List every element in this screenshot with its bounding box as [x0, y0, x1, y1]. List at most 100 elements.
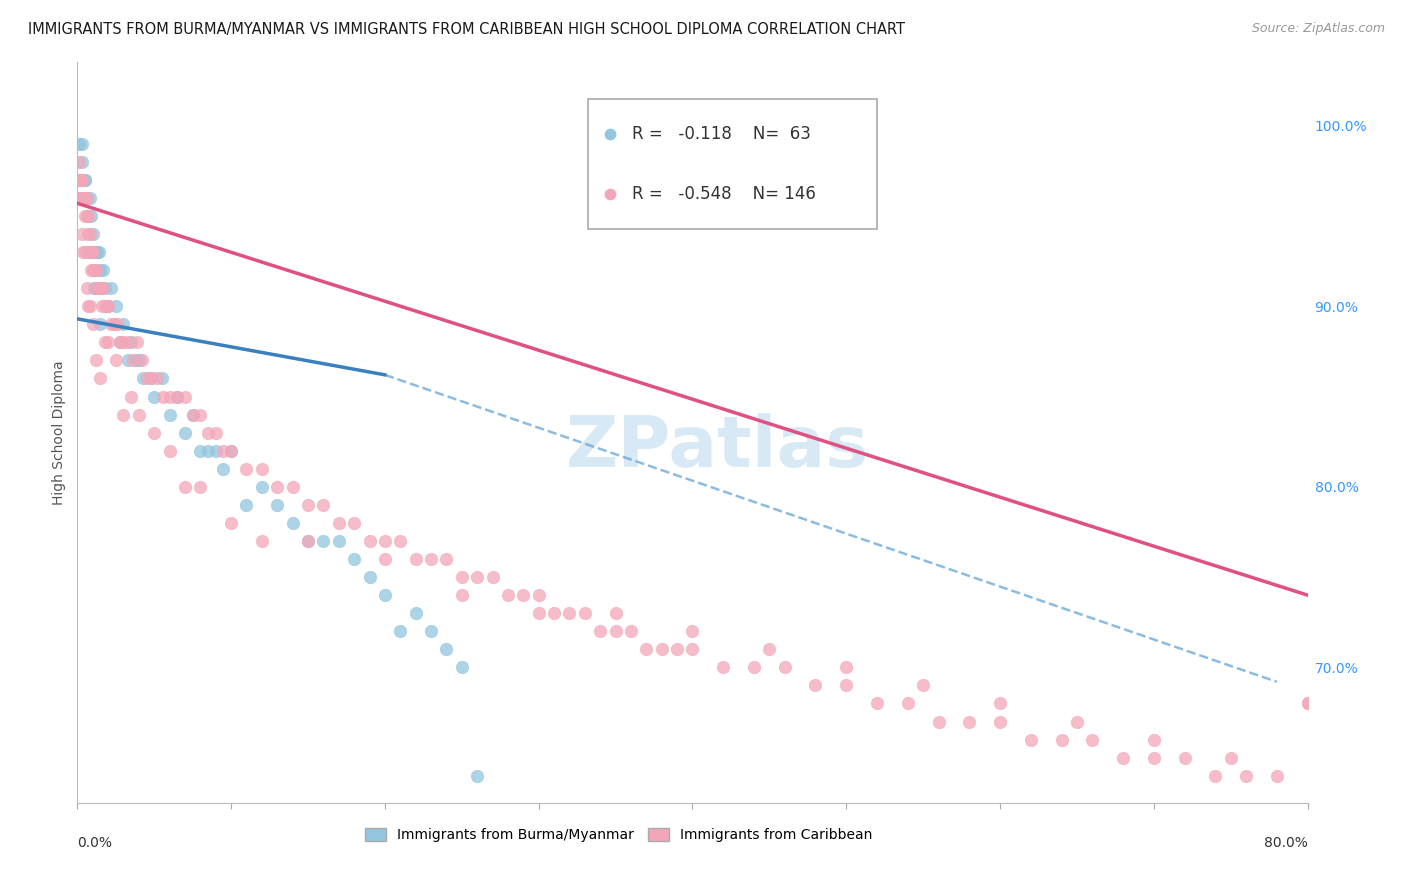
- Point: [73, 191, 96, 205]
- Text: Source: ZipAtlas.com: Source: ZipAtlas.com: [1251, 22, 1385, 36]
- Point: [219, 516, 242, 530]
- Point: [835, 660, 858, 674]
- Point: [121, 353, 143, 368]
- Point: [86, 281, 108, 295]
- Point: [166, 390, 188, 404]
- Point: [79, 299, 101, 313]
- Point: [204, 425, 226, 440]
- Point: [70, 136, 93, 151]
- Point: [1296, 697, 1319, 711]
- Point: [374, 533, 396, 548]
- Point: [1389, 714, 1406, 729]
- Point: [297, 533, 319, 548]
- Point: [141, 371, 163, 385]
- Point: [450, 570, 472, 584]
- Point: [988, 714, 1011, 729]
- Point: [711, 660, 734, 674]
- Point: [166, 390, 188, 404]
- Point: [897, 697, 920, 711]
- Point: [112, 408, 135, 422]
- Point: [73, 209, 96, 223]
- Point: [589, 624, 612, 639]
- Point: [94, 335, 117, 350]
- Point: [89, 281, 111, 295]
- Point: [72, 191, 94, 205]
- Point: [70, 227, 93, 241]
- Legend: Immigrants from Burma/Myanmar, Immigrants from Caribbean: Immigrants from Burma/Myanmar, Immigrant…: [360, 822, 877, 847]
- Point: [733, 440, 755, 454]
- Point: [105, 318, 128, 332]
- Point: [804, 678, 827, 692]
- Point: [87, 281, 110, 295]
- Point: [250, 480, 273, 494]
- Point: [250, 461, 273, 475]
- Point: [80, 245, 103, 260]
- Point: [82, 227, 104, 241]
- Point: [143, 425, 166, 440]
- Point: [159, 408, 181, 422]
- Point: [1343, 714, 1365, 729]
- Point: [465, 769, 488, 783]
- Point: [527, 588, 550, 602]
- Point: [86, 245, 108, 260]
- Point: [67, 173, 90, 187]
- Point: [605, 624, 627, 639]
- Point: [67, 136, 90, 151]
- Point: [112, 318, 135, 332]
- Point: [405, 552, 427, 566]
- Point: [70, 173, 93, 187]
- Point: [1143, 732, 1166, 747]
- Point: [97, 299, 120, 313]
- Point: [77, 209, 100, 223]
- Point: [76, 281, 98, 295]
- Point: [69, 191, 91, 205]
- Point: [120, 390, 142, 404]
- Point: [450, 588, 472, 602]
- Point: [120, 335, 142, 350]
- Point: [100, 318, 122, 332]
- Text: R =   -0.118    N=  63: R = -0.118 N= 63: [633, 126, 811, 144]
- Point: [1174, 750, 1197, 764]
- Point: [343, 516, 366, 530]
- Point: [69, 173, 91, 187]
- Point: [82, 318, 104, 332]
- Point: [1112, 750, 1135, 764]
- Point: [89, 263, 111, 277]
- Point: [72, 191, 94, 205]
- Text: 80.0%: 80.0%: [1264, 836, 1308, 850]
- Point: [80, 209, 103, 223]
- Point: [77, 245, 100, 260]
- Point: [1066, 714, 1088, 729]
- Point: [733, 294, 755, 309]
- Point: [405, 606, 427, 620]
- Point: [481, 570, 503, 584]
- Point: [328, 533, 350, 548]
- Point: [250, 533, 273, 548]
- Point: [359, 533, 381, 548]
- Point: [79, 191, 101, 205]
- Point: [127, 335, 149, 350]
- Point: [742, 660, 765, 674]
- Point: [131, 353, 153, 368]
- Text: R =   -0.548    N= 146: R = -0.548 N= 146: [633, 185, 815, 203]
- Point: [1204, 769, 1226, 783]
- Point: [132, 371, 155, 385]
- Point: [543, 606, 565, 620]
- Point: [682, 642, 704, 657]
- Point: [266, 480, 288, 494]
- Point: [436, 552, 458, 566]
- Point: [84, 245, 107, 260]
- Point: [76, 191, 98, 205]
- Point: [866, 697, 889, 711]
- Point: [620, 624, 643, 639]
- Point: [84, 353, 107, 368]
- Point: [69, 173, 91, 187]
- Point: [758, 642, 780, 657]
- Point: [128, 353, 150, 368]
- Point: [135, 371, 157, 385]
- Point: [1405, 678, 1406, 692]
- Point: [219, 443, 242, 458]
- Point: [436, 642, 458, 657]
- Point: [235, 461, 257, 475]
- Point: [67, 154, 90, 169]
